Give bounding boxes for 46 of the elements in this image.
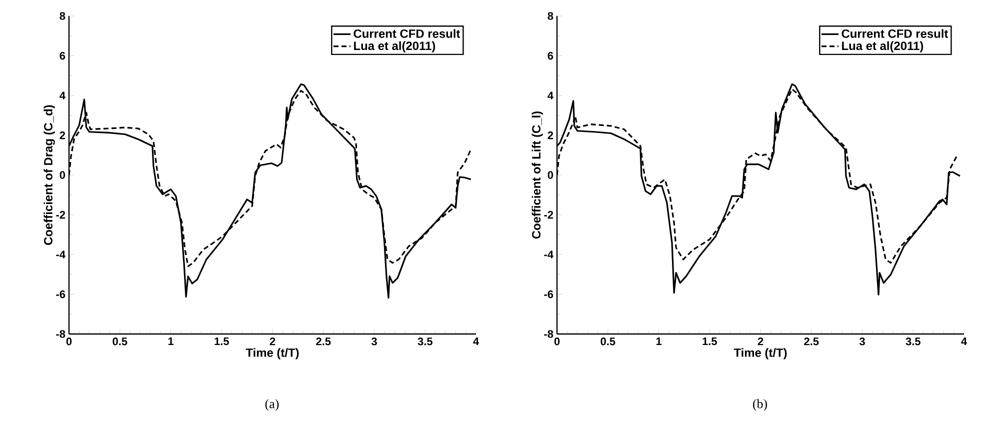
y-tick-label: -2 [544,210,554,219]
x-axis-title: Time (t/T) [246,348,299,360]
x-tick-label: 0 [554,338,560,346]
y-axis-title: Coefficient of Lift (C_l) [532,112,543,239]
legend-label: Lua et al(2011) [842,41,924,52]
x-tick-label: 4 [961,338,967,346]
y-axis-title: Coefficient of Drag (C_d) [44,105,55,245]
y-tick-label: -6 [544,290,554,298]
x-tick-label: 2.5 [316,338,331,346]
legend-label: Current CFD result [842,29,948,38]
legend-label: Current CFD result [354,29,460,38]
x-tick-label: 1.5 [214,338,229,346]
x-tick-label: 3 [371,338,377,346]
x-axis-title: Time (t/T) [734,348,787,360]
text: (a) [265,399,279,411]
y-tick-label: 6 [548,52,554,60]
x-tick-label: 1 [168,338,174,346]
y-tick-label: 4 [60,92,66,100]
x-tick-label: 1 [656,338,662,346]
y-tick-label: 6 [60,52,66,60]
y-tick-label: 2 [548,131,554,140]
text: (b) [753,399,767,411]
y-tick-label: -4 [544,250,554,258]
x-tick-label: 0.5 [112,338,128,346]
y-tick-label: -6 [56,290,66,298]
x-tick-label: 4 [473,338,479,346]
x-tick-label: 3.5 [418,338,432,346]
y-tick-label: 0 [60,171,66,179]
y-tick-label: 8 [548,12,554,20]
y-tick-label: -4 [56,250,66,258]
y-tick-label: 8 [60,12,66,20]
y-tick-label: 2 [60,131,66,140]
y-tick-label: -8 [544,330,554,338]
y-tick-label: -8 [56,330,66,338]
x-tick-label: 2.5 [804,338,819,346]
legend-label: Lua et al(2011) [354,41,436,52]
x-tick-label: 2 [758,338,764,346]
y-tick-label: -2 [56,210,66,219]
y-tick-label: 0 [548,171,554,179]
x-tick-label: 2 [270,338,276,346]
x-tick-label: 3 [859,338,865,346]
y-tick-label: 4 [548,92,554,100]
x-tick-label: 3.5 [906,338,920,346]
x-tick-label: 1.5 [702,338,717,346]
x-tick-label: 0.5 [600,338,616,346]
x-tick-label: 0 [66,338,72,346]
